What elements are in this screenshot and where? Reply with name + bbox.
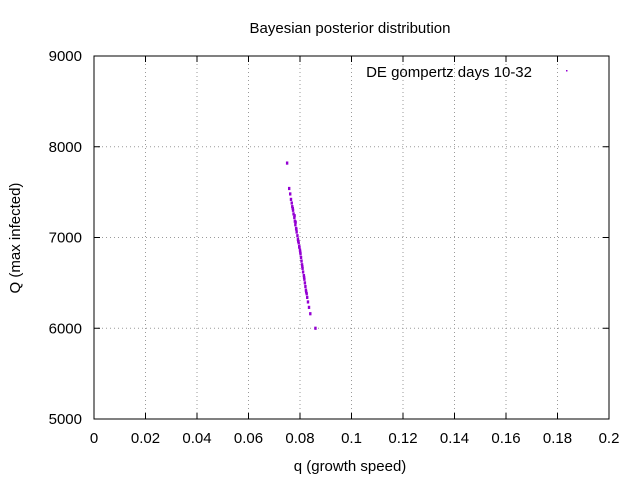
scatter-point: [314, 326, 317, 330]
scatter-point: [299, 250, 302, 254]
scatter-point: [299, 255, 303, 260]
scatter-point: [293, 214, 296, 218]
chart-title: Bayesian posterior distribution: [250, 20, 451, 37]
scatter-point: [298, 248, 302, 252]
scatter-point: [305, 292, 308, 296]
x-tick-label: 0.04: [182, 430, 211, 447]
scatter-point: [296, 237, 300, 241]
legend-marker: [566, 70, 568, 72]
x-tick-label: 0.08: [285, 430, 314, 447]
scatter-point: [302, 274, 306, 278]
scatter-point: [302, 275, 306, 280]
scatter-point: [297, 241, 300, 245]
scatter-point: [298, 245, 301, 250]
x-tick-label: 0.16: [491, 430, 520, 447]
scatter-point: [285, 161, 289, 165]
y-tick-label: 5000: [49, 411, 82, 428]
y-tick-label: 6000: [49, 320, 82, 337]
scatter-point: [296, 239, 300, 243]
x-axis-ticks: 0 0.02 0.04 0.06 0.08 0.1 0.12 0.14 0.16 0.18 0.2: [90, 56, 620, 447]
scatter-point: [290, 201, 293, 205]
y-axis-ticks: 5000 6000 7000 8000 9000: [49, 48, 609, 428]
scatter-point: [292, 212, 295, 216]
scatter-point: [304, 290, 308, 294]
scatter-point: [289, 197, 293, 201]
x-axis-label: q (growth speed): [294, 458, 407, 475]
legend: DE gompertz days 10-32: [366, 64, 568, 81]
scatter-point: [301, 266, 304, 270]
scatter-point: [303, 281, 307, 285]
x-tick-label: 0: [90, 430, 98, 447]
scatter-point: [295, 230, 298, 234]
scatter-point: [295, 227, 298, 231]
x-tick-label: 0.2: [599, 430, 620, 447]
scatter-point: [291, 206, 294, 211]
scatter-point: [300, 259, 303, 263]
x-tick-label: 0.18: [543, 430, 572, 447]
scatter-point: [306, 300, 310, 304]
scatter-point: [307, 305, 311, 309]
x-tick-label: 0.02: [131, 430, 160, 447]
scatter-point: [299, 252, 302, 256]
grid: [94, 56, 609, 419]
scatter-point: [293, 215, 296, 220]
x-tick-label: 0.06: [234, 430, 263, 447]
scatter-point: [291, 205, 294, 209]
scatter-point: [287, 186, 291, 191]
scatter-point: [306, 295, 309, 299]
y-tick-label: 7000: [49, 230, 82, 247]
y-tick-label: 9000: [49, 48, 82, 65]
scatter-point: [294, 220, 297, 224]
x-tick-label: 0.12: [388, 430, 417, 447]
scatter-point: [291, 208, 295, 212]
scatter-point: [301, 270, 305, 274]
legend-label: DE gompertz days 10-32: [366, 64, 532, 81]
scatter-point: [300, 263, 304, 267]
y-tick-label: 8000: [49, 139, 82, 156]
scatter-point: [294, 223, 297, 227]
scatter-point: [304, 284, 307, 289]
scatter-point: [296, 234, 299, 238]
scatter-point: [301, 264, 304, 269]
scatter-point: [303, 277, 306, 281]
scatter-point: [309, 312, 312, 316]
y-axis-label: Q (max infected): [7, 183, 24, 294]
scatter-point: [304, 288, 308, 292]
x-tick-label: 0.1: [341, 430, 362, 447]
data-points: [285, 161, 317, 330]
x-tick-label: 0.14: [440, 430, 469, 447]
scatter-point: [289, 192, 292, 196]
